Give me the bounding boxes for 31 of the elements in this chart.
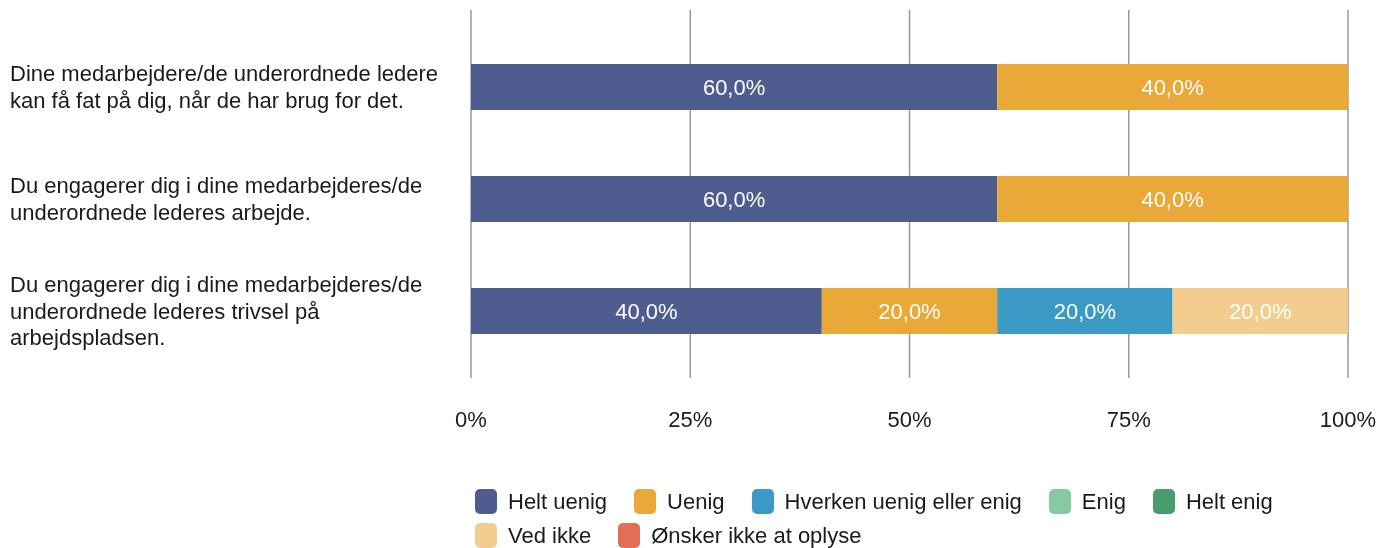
data-label: 20,0%: [1053, 298, 1117, 324]
data-label: 20,0%: [878, 298, 941, 324]
bar: [471, 176, 998, 222]
y-tick-label: Du engagerer dig i dine medarbejderes/de underordnede lederes arbejde.: [10, 173, 423, 225]
x-tick-label: 25%: [668, 406, 713, 432]
data-label: 20,0%: [1229, 298, 1292, 324]
x-tick-label: 0%: [455, 406, 487, 432]
data-label: 60,0%: [702, 74, 766, 100]
legend-label: Uenig: [667, 489, 725, 514]
legend-label: Enig: [1081, 489, 1126, 514]
x-tick-label: 75%: [1106, 406, 1151, 432]
x-tick-label: 50%: [887, 406, 932, 432]
legend-label: Ønsker ikke at oplyse: [651, 523, 862, 548]
x-tick-label: 100%: [1319, 406, 1377, 432]
y-tick-label: Dine medarbejdere/de underordnede ledere kan få fat på dig, når de har brug for det.: [10, 61, 439, 113]
data-label: 60,0%: [702, 186, 766, 212]
bar: [471, 64, 998, 110]
data-label: 40,0%: [1141, 186, 1204, 212]
legend-label: Ved ikke: [508, 523, 592, 548]
bar: [1172, 288, 1348, 334]
y-tick-label: Du engagerer dig i dine medarbejderes/de underordnede lederes trivsel på arbejdspladsen.: [10, 272, 423, 351]
legend-label: Helt uenig: [508, 489, 608, 514]
bar: [997, 288, 1173, 334]
bar: [997, 64, 1348, 110]
bar: [471, 288, 822, 334]
legend-label: Helt enig: [1185, 489, 1273, 514]
bar: [821, 288, 998, 334]
bar: [997, 176, 1348, 222]
legend-label: Hverken uenig eller enig: [784, 489, 1022, 514]
data-label: 40,0%: [615, 298, 678, 324]
data-label: 40,0%: [1141, 74, 1204, 100]
